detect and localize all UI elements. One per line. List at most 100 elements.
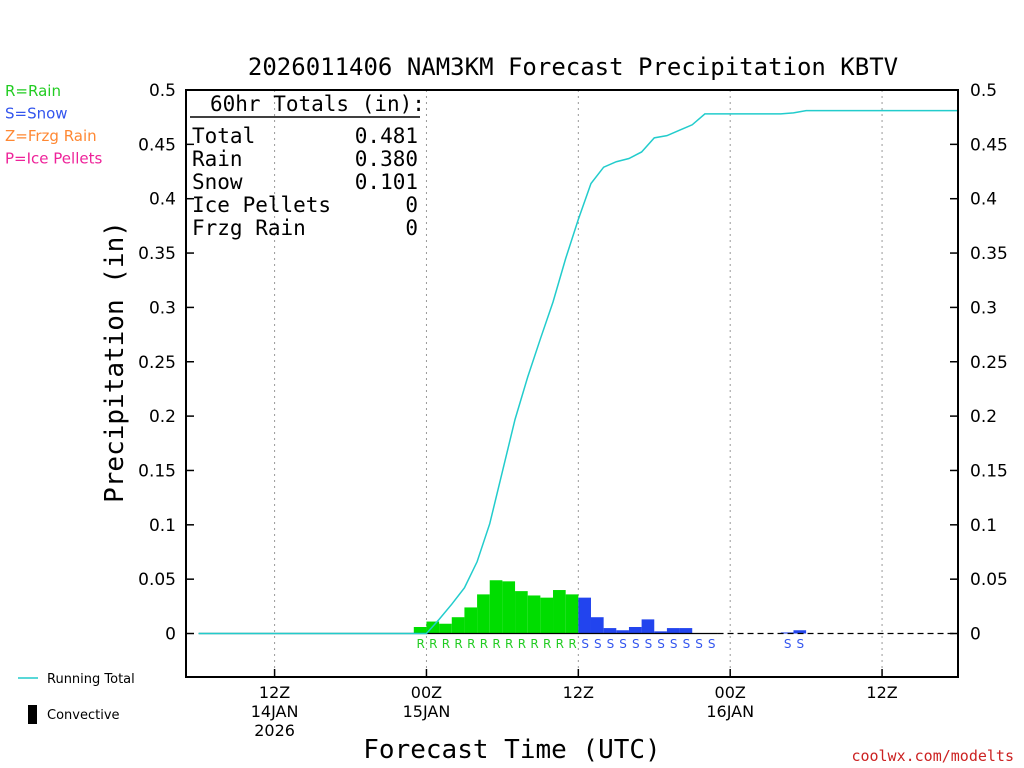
y-tick-label-left: 0.45 <box>138 135 176 155</box>
precip-bar <box>628 626 642 634</box>
credit-text[interactable]: coolwx.com/modelts <box>851 747 1014 765</box>
precip-type-letter: R <box>568 637 576 651</box>
precip-bar <box>540 597 554 634</box>
precip-type-letter: R <box>518 637 526 651</box>
plot-border <box>185 89 959 678</box>
precip-legend-entry: R=Rain <box>5 82 61 100</box>
precip-type-letter: S <box>695 637 703 651</box>
precip-bar <box>666 628 680 634</box>
x-tick-label: 00Z <box>411 683 442 702</box>
x-tick-label: 12Z <box>866 683 897 702</box>
running-total-curve <box>198 109 958 635</box>
precip-bar <box>502 581 516 634</box>
precip-legend-entry: S=Snow <box>5 105 68 123</box>
precip-legend-entry: Z=Frzg Rain <box>5 127 97 145</box>
totals-header: 60hr Totals (in): <box>210 92 425 116</box>
precip-bar <box>654 631 667 634</box>
y-tick-label-left: 0.15 <box>138 461 176 481</box>
precip-type-letter: R <box>416 637 424 651</box>
totals-row-label: Snow <box>192 170 243 194</box>
totals-row-value: 0.101 <box>355 170 418 194</box>
totals-row-label: Total <box>192 124 255 148</box>
precip-type-letter: S <box>645 637 653 651</box>
precip-type-letter: R <box>442 637 450 651</box>
chart-title: 2026011406 NAM3KM Forecast Precipitation… <box>248 53 898 81</box>
y-tick-label-right: 0.25 <box>970 353 1008 373</box>
precip-type-letter: S <box>796 637 804 651</box>
precip-bar <box>413 626 427 634</box>
precip-type-letter: S <box>594 637 602 651</box>
y-tick-label-right: 0.4 <box>970 190 997 210</box>
precip-bar <box>590 617 604 634</box>
precip-bars <box>413 580 807 634</box>
x-tick-label: 2026 <box>254 721 295 740</box>
totals-row-label: Frzg Rain <box>192 216 306 240</box>
precip-legend-entry: P=Ice Pellets <box>5 150 102 168</box>
totals-row-value: 0 <box>405 216 418 240</box>
precip-type-letter: R <box>480 637 488 651</box>
y-tick-label-right: 0 <box>970 625 981 645</box>
precip-bar <box>679 628 693 634</box>
precip-bar <box>553 590 566 634</box>
x-tick-label: 16JAN <box>706 702 754 721</box>
precip-type-letter: S <box>670 637 678 651</box>
y-tick-label-left: 0.35 <box>138 244 176 264</box>
y-axis-ticks: 0 00.05 0.050.1 0.10.15 0.150.2 0.20.25 0.250.… <box>138 81 1008 645</box>
y-tick-label-right: 0.3 <box>970 298 997 318</box>
precip-type-letter: S <box>784 637 792 651</box>
precip-type-letter: R <box>492 637 500 651</box>
precip-bar <box>527 595 541 634</box>
precip-bar <box>565 594 579 634</box>
y-tick-label-left: 0 <box>165 625 176 645</box>
precip-bar <box>464 607 478 634</box>
x-tick-label: 12Z <box>259 683 290 702</box>
y-tick-label-right: 0.2 <box>970 407 997 427</box>
y-tick-label-right: 0.5 <box>970 81 997 101</box>
precip-type-letter: R <box>467 637 475 651</box>
precip-bar <box>603 628 617 634</box>
y-tick-label-right: 0.35 <box>970 244 1008 264</box>
precip-type-letter: R <box>543 637 551 651</box>
precip-type-letter: S <box>581 637 589 651</box>
precip-type-letter: S <box>632 637 640 651</box>
x-tick-label: 14JAN <box>251 702 299 721</box>
y-tick-label-left: 0.4 <box>149 190 176 210</box>
precip-type-letter: R <box>556 637 564 651</box>
precip-type-letter: R <box>505 637 513 651</box>
plot-frame <box>185 89 959 678</box>
x-tick-label: 15JAN <box>403 702 451 721</box>
totals-row-value: 0.481 <box>355 124 418 148</box>
line-legend: Running Total Convective <box>18 672 135 724</box>
x-tick-label: 00Z <box>715 683 746 702</box>
y-tick-label-left: 0.1 <box>149 516 176 536</box>
y-tick-label-left: 0.3 <box>149 298 176 318</box>
precip-type-letter: S <box>607 637 615 651</box>
precip-type-legend: R=Rain S=Snow Z=Frzg Rain P=Ice Pellets <box>5 82 102 168</box>
y-tick-label-left: 0.2 <box>149 407 176 427</box>
totals-row-label: Rain <box>192 147 243 171</box>
x-tick-label: 12Z <box>563 683 594 702</box>
y-tick-label-right: 0.1 <box>970 516 997 536</box>
y-tick-label-left: 0.25 <box>138 353 176 373</box>
y-tick-label-right: 0.15 <box>970 461 1008 481</box>
precip-type-letter: R <box>530 637 538 651</box>
line-legend-label: Convective <box>47 708 120 723</box>
precip-bar <box>793 630 807 634</box>
precip-type-letter: R <box>429 637 437 651</box>
precip-bar <box>477 594 490 634</box>
precip-bar <box>489 580 503 634</box>
precip-bar <box>578 597 591 634</box>
precip-type-letter: R <box>454 637 462 651</box>
legend-bar-swatch <box>28 705 37 724</box>
precip-bar <box>616 630 629 634</box>
precip-type-letter: S <box>683 637 691 651</box>
precip-type-letter: S <box>619 637 627 651</box>
precip-bar <box>780 632 794 634</box>
precip-bar <box>439 623 452 634</box>
running-total-line <box>198 109 958 635</box>
precip-bar <box>451 617 465 634</box>
totals-row-label: Ice Pellets <box>192 193 331 217</box>
grid-lines <box>274 90 883 677</box>
